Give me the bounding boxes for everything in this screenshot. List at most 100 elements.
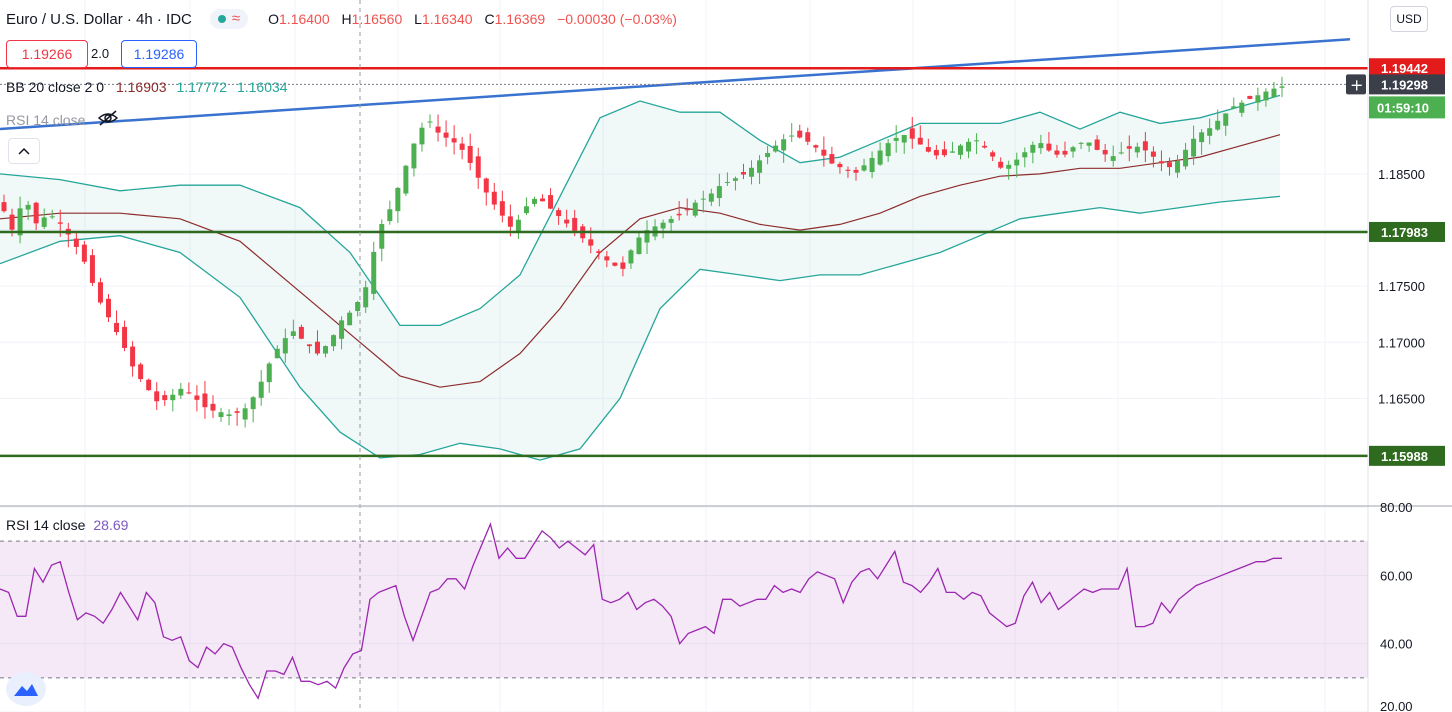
- rsi-band-fill: [0, 541, 1368, 678]
- rsi-tick-label: 40.00: [1380, 637, 1413, 652]
- candle-body: [797, 130, 803, 138]
- candle-body: [451, 138, 457, 143]
- candle-body: [789, 135, 795, 137]
- candle-body: [1158, 161, 1164, 164]
- candle-body: [805, 132, 811, 142]
- candle-body: [1046, 143, 1052, 151]
- candle-body: [323, 346, 329, 354]
- candle-body: [869, 157, 875, 173]
- bollinger-upper-line: [0, 94, 1281, 327]
- price-tick-label: 1.17000: [1378, 335, 1425, 350]
- level-price-label: 1.19442: [1381, 61, 1428, 76]
- rsi-pane-legend[interactable]: RSI 14 close 28.69: [6, 517, 128, 533]
- candle-body: [933, 149, 939, 156]
- candle-body: [1150, 151, 1156, 157]
- candle-body: [515, 219, 521, 233]
- rsi-overlay-legend[interactable]: RSI 14 close: [6, 110, 119, 129]
- rsi-pane-label: RSI 14 close: [6, 517, 86, 533]
- candle-body: [242, 408, 248, 420]
- candle-body: [250, 397, 256, 410]
- countdown-tag: [1369, 96, 1445, 119]
- candle-body: [628, 250, 634, 264]
- candle-body: [331, 335, 337, 347]
- candle-body: [1118, 152, 1124, 154]
- candle-body: [861, 165, 867, 171]
- candle-body: [395, 187, 401, 212]
- candle-body: [363, 287, 369, 308]
- ohlc-close: 1.16369: [494, 11, 546, 27]
- candle-body: [1126, 146, 1132, 149]
- ohlc-open-key: O: [268, 11, 280, 27]
- candle-body: [1191, 138, 1197, 157]
- candle-body: [660, 222, 666, 229]
- candle-body: [765, 152, 771, 158]
- candle-body: [371, 251, 377, 294]
- symbol-title[interactable]: Euro / U.S. Dollar · 4h · IDC: [6, 10, 192, 28]
- candle-body: [210, 403, 216, 411]
- candle-body: [234, 411, 240, 413]
- candle-body: [757, 160, 763, 173]
- candle-body: [813, 145, 819, 148]
- candle-body: [73, 238, 79, 247]
- candle-body: [749, 167, 755, 177]
- candle-body: [901, 134, 907, 143]
- candle-body: [564, 219, 570, 224]
- bb-basis-value: 1.16903: [115, 79, 167, 95]
- candle-body: [1207, 128, 1213, 136]
- candle-body: [1022, 152, 1028, 158]
- bollinger-band-fill: [0, 95, 1280, 461]
- candle-body: [668, 219, 674, 223]
- candle-body: [1199, 132, 1205, 143]
- candle-body: [1062, 150, 1068, 155]
- tradingview-logo[interactable]: [6, 672, 46, 706]
- market-status-pill[interactable]: ≈: [209, 9, 249, 29]
- candle-body: [282, 338, 288, 354]
- currency-button[interactable]: USD: [1390, 6, 1428, 32]
- candle-body: [1231, 106, 1237, 109]
- candle-body: [1142, 141, 1148, 151]
- candle-body: [298, 326, 304, 339]
- candle-body: [676, 213, 682, 216]
- candle-body: [588, 239, 594, 246]
- bb-legend[interactable]: BB 20 close 2 0 1.16903 1.17772 1.16034: [6, 79, 288, 95]
- ohlc-close-key: C: [484, 11, 495, 27]
- candle-body: [49, 216, 55, 218]
- candle-body: [837, 163, 843, 168]
- candle-body: [314, 341, 320, 354]
- bb-lower-value: 1.16034: [236, 79, 288, 95]
- candle-body: [531, 198, 537, 204]
- candle-body: [1247, 95, 1253, 99]
- bb-label: BB 20 close 2 0: [6, 79, 105, 95]
- candle-body: [885, 143, 891, 157]
- candle-body: [773, 145, 779, 152]
- candle-body: [572, 217, 578, 231]
- candle-body: [1263, 91, 1269, 101]
- current-price-label: 1.19298: [1381, 77, 1428, 92]
- candle-body: [387, 209, 393, 222]
- level-price-label: 1.17983: [1381, 225, 1428, 240]
- candle-body: [306, 344, 312, 347]
- candle-body: [732, 178, 738, 181]
- buy-button[interactable]: 1.19286: [121, 40, 197, 68]
- candle-body: [9, 214, 15, 230]
- candle-body: [612, 262, 618, 266]
- candle-body: [186, 392, 192, 394]
- add-alert-button: [1346, 74, 1366, 95]
- candle-body: [25, 204, 31, 210]
- level-price-tag: [1369, 445, 1445, 466]
- trendline: [0, 38, 1351, 131]
- sell-button[interactable]: 1.19266: [6, 40, 88, 68]
- collapse-legend-button[interactable]: [8, 138, 40, 164]
- candle-body: [1006, 164, 1012, 169]
- ohlc-low: 1.16340: [421, 11, 473, 27]
- candle-body: [1215, 120, 1221, 130]
- rsi-overlay-label: RSI 14 close: [6, 111, 86, 128]
- candle-body: [403, 165, 409, 194]
- candle-body: [604, 256, 610, 261]
- candle-body: [89, 255, 95, 283]
- candle-body: [266, 363, 272, 383]
- candle-body: [966, 141, 972, 152]
- candle-body: [467, 145, 473, 163]
- hidden-eye-icon[interactable]: [97, 110, 119, 129]
